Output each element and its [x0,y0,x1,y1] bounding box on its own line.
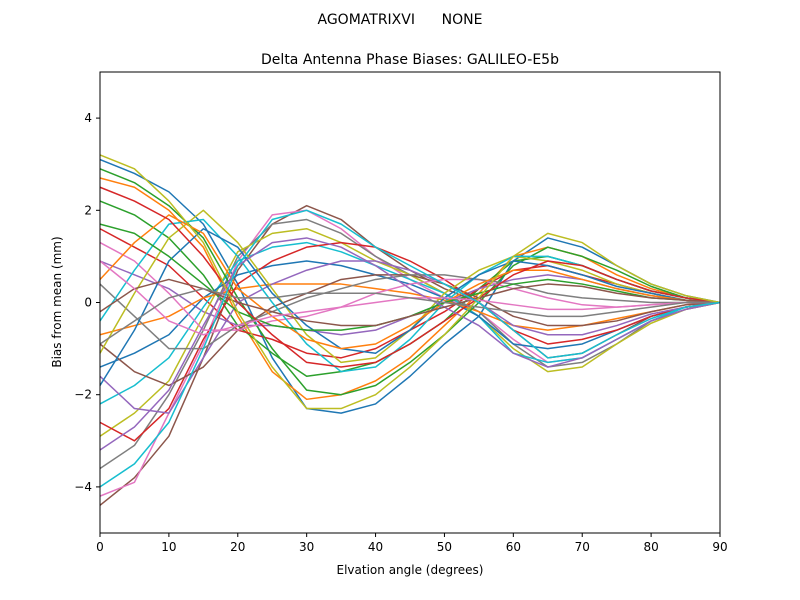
x-tick-label: 0 [96,540,104,554]
y-tick-label: −2 [74,388,92,402]
x-tick-label: 70 [575,540,590,554]
x-tick-label: 20 [230,540,245,554]
x-tick-label: 80 [643,540,658,554]
y-tick-label: 4 [84,111,92,125]
series-line-25 [99,237,721,451]
x-tick-label: 40 [368,540,383,554]
x-tick-label: 30 [299,540,314,554]
y-axis-label: Bias from mean (mm) [50,236,64,367]
y-tick-label: 2 [84,203,92,217]
series-layer [99,154,721,506]
x-tick-label: 90 [712,540,727,554]
x-tick-label: 60 [506,540,521,554]
series-line-22 [99,214,721,350]
series-line-12 [99,283,721,336]
series-line-24 [99,186,721,368]
series-line-30 [99,209,721,488]
series-line-15 [99,260,721,414]
y-tick-label: −4 [74,480,92,494]
figure-suptitle: AGOMATRIXVI NONE [318,12,483,28]
series-line-29 [99,154,721,410]
series-line-2 [99,177,721,401]
x-axis: 0 10 20 30 40 50 60 70 80 90 [96,533,728,554]
x-tick-label: 50 [437,540,452,554]
y-tick-label: 0 [84,296,92,310]
series-line-21 [99,227,721,386]
chart-title: Delta Antenna Phase Biases: GALILEO-E5b [261,52,559,68]
x-axis-label: Elvation angle (degrees) [337,563,484,577]
series-line-14 [99,241,721,442]
x-tick-label: 10 [161,540,176,554]
series-line-13 [99,168,721,396]
y-axis: −4 −2 0 2 4 [74,111,100,494]
series-line-28 [99,287,720,345]
